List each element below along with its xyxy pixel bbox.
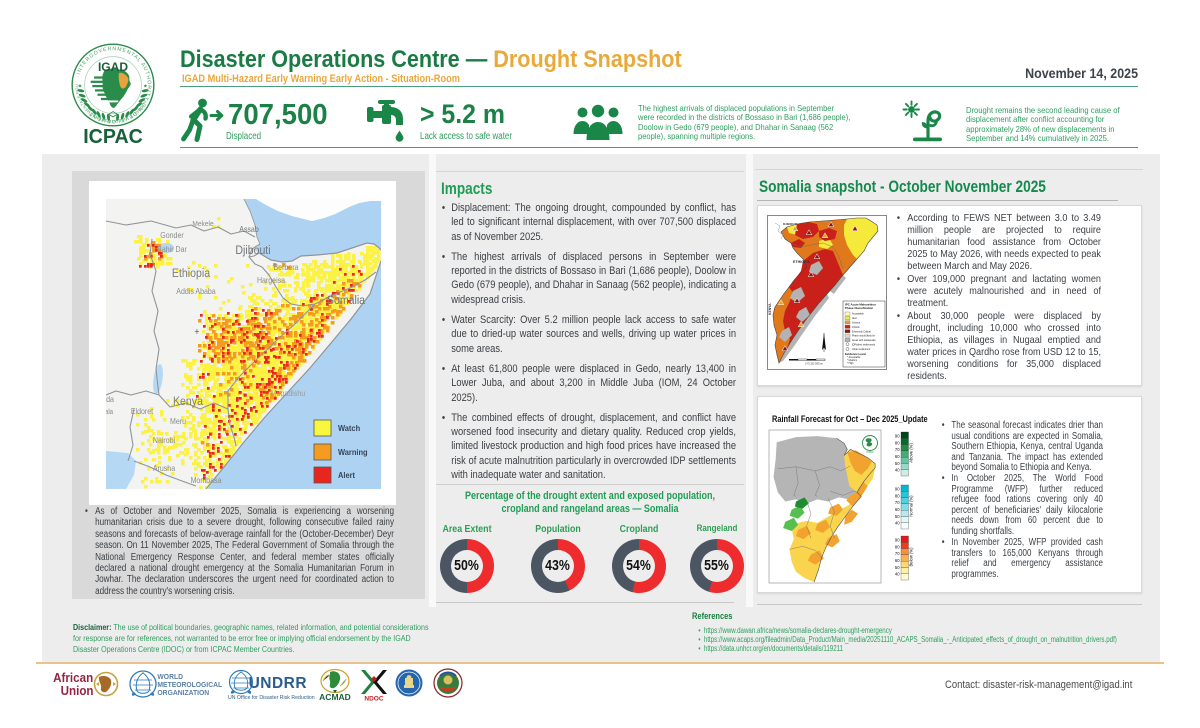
svg-text:Alert: Alert bbox=[338, 471, 355, 481]
svg-text:Warning: Warning bbox=[338, 448, 368, 458]
svg-text:African: African bbox=[53, 671, 93, 685]
svg-text:Acceptable: Acceptable bbox=[852, 313, 864, 316]
svg-text:KENYA: KENYA bbox=[768, 303, 772, 315]
svg-text:Somalia: Somalia bbox=[327, 294, 366, 307]
svg-text:Mekele: Mekele bbox=[192, 221, 213, 228]
svg-text:Serious: Serious bbox=[852, 322, 861, 325]
svg-text:ICPAC: ICPAC bbox=[866, 450, 874, 454]
svg-text:Assab: Assab bbox=[239, 225, 259, 235]
svg-text:Hargeisa: Hargeisa bbox=[257, 276, 286, 286]
svg-text:Evidence Level: Evidence Level bbox=[845, 352, 866, 356]
svg-text:60: 60 bbox=[895, 454, 900, 459]
svg-text:60: 60 bbox=[895, 507, 900, 512]
svg-text:60: 60 bbox=[895, 558, 900, 563]
svg-text:Bahir Dar: Bahir Dar bbox=[157, 245, 187, 255]
svg-text:IGAD: IGAD bbox=[98, 60, 128, 74]
svg-text:Extremely Critical: Extremely Critical bbox=[852, 330, 871, 333]
svg-text:* Medium: * Medium bbox=[847, 359, 857, 362]
svg-text:DJIBOUTI: DJIBOUTI bbox=[783, 222, 797, 226]
svg-text:Critical: Critical bbox=[852, 326, 860, 329]
svg-text:Nairobi: Nairobi bbox=[153, 436, 176, 446]
svg-text:Below (%): Below (%) bbox=[909, 547, 914, 567]
svg-text:Union: Union bbox=[61, 684, 94, 698]
svg-text:80: 80 bbox=[895, 440, 900, 445]
svg-text:40: 40 bbox=[895, 572, 900, 577]
svg-text:90: 90 bbox=[895, 434, 900, 439]
svg-text:50: 50 bbox=[895, 565, 900, 570]
svg-text:Watch: Watch bbox=[338, 424, 360, 434]
svg-text:40: 40 bbox=[895, 521, 900, 526]
svg-text:ala: ala bbox=[106, 409, 113, 416]
svg-text:Alert: Alert bbox=[852, 317, 857, 320]
svg-text:90: 90 bbox=[895, 487, 900, 492]
svg-text:Urban settlement: Urban settlement bbox=[852, 348, 871, 351]
svg-text:Above (%): Above (%) bbox=[909, 443, 914, 463]
svg-text:WORLD: WORLD bbox=[157, 674, 183, 681]
svg-text:Arusha: Arusha bbox=[153, 464, 176, 474]
svg-text:Kenya: Kenya bbox=[173, 395, 204, 408]
svg-text:Addis Ababa: Addis Ababa bbox=[176, 287, 216, 297]
svg-text:ETHIOPIA: ETHIOPIA bbox=[793, 260, 810, 264]
svg-text:Areas with inadequate: Areas with inadequate bbox=[852, 339, 876, 342]
svg-text:70: 70 bbox=[895, 551, 900, 556]
svg-text:Eldoret: Eldoret bbox=[131, 407, 154, 417]
svg-text:★: ★ bbox=[78, 84, 83, 90]
svg-text:Normal (%): Normal (%) bbox=[909, 495, 914, 517]
svg-text:* High: * High bbox=[847, 362, 854, 365]
svg-text:IDP/other settlements: IDP/other settlements bbox=[852, 343, 876, 346]
svg-text:70: 70 bbox=[895, 447, 900, 452]
svg-text:★: ★ bbox=[143, 84, 148, 90]
svg-text:UN Office for Disaster Risk Re: UN Office for Disaster Risk Reduction bbox=[228, 695, 315, 701]
svg-text:Djibouti: Djibouti bbox=[235, 244, 270, 257]
svg-text:Berbera: Berbera bbox=[274, 263, 300, 273]
svg-text:80: 80 bbox=[895, 493, 900, 498]
svg-text:50: 50 bbox=[895, 461, 900, 466]
svg-text:Mombasa: Mombasa bbox=[191, 476, 223, 486]
svg-text:ORGANIZATION: ORGANIZATION bbox=[157, 690, 209, 697]
svg-text:+: + bbox=[194, 325, 200, 337]
svg-text:da: da bbox=[106, 395, 115, 405]
svg-text:Phase Classification: Phase Classification bbox=[845, 306, 873, 310]
svg-text:IPC Acute Malnutrition: IPC Acute Malnutrition bbox=[845, 303, 876, 307]
svg-text:0 75 150 300 km: 0 75 150 300 km bbox=[805, 363, 823, 366]
svg-text:Phase would likely be: Phase would likely be bbox=[852, 335, 876, 338]
svg-text:Meru: Meru bbox=[170, 417, 186, 427]
svg-text:UNDRR: UNDRR bbox=[249, 675, 308, 692]
svg-text:50: 50 bbox=[895, 514, 900, 519]
svg-text:METEOROLOGICAL: METEOROLOGICAL bbox=[157, 682, 222, 689]
svg-text:* Acceptable: * Acceptable bbox=[847, 356, 861, 359]
svg-text:Gonder: Gonder bbox=[160, 231, 184, 241]
svg-text:80: 80 bbox=[895, 544, 900, 549]
svg-text:40: 40 bbox=[895, 468, 900, 473]
svg-text:90: 90 bbox=[895, 538, 900, 543]
svg-text:Mogadishu: Mogadishu bbox=[271, 389, 305, 399]
svg-text:Ethiopia: Ethiopia bbox=[172, 267, 211, 280]
svg-text:ACMAD: ACMAD bbox=[319, 692, 351, 702]
svg-text:70: 70 bbox=[895, 500, 900, 505]
svg-text:NDOC: NDOC bbox=[364, 696, 383, 703]
